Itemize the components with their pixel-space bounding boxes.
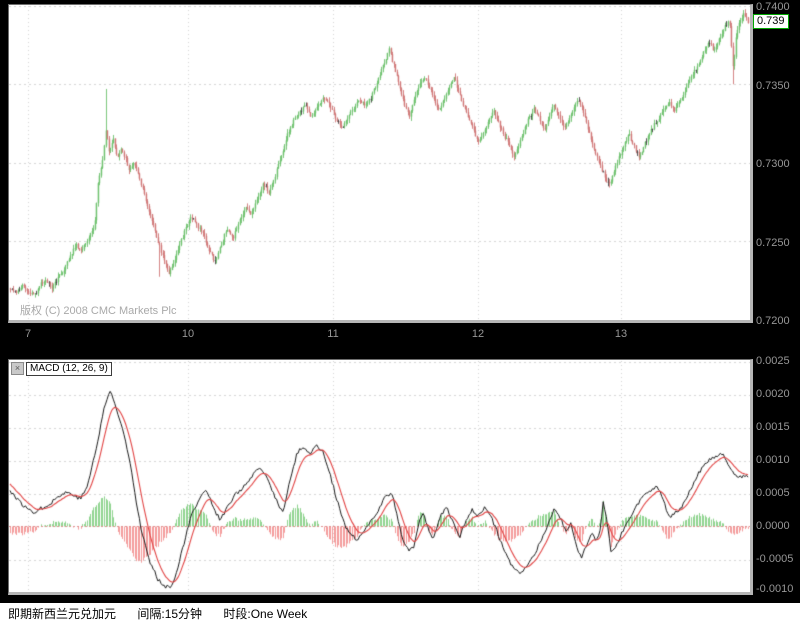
status-bar: 即期新西兰元兑加元 间隔:15分钟 时段:One Week [0, 603, 800, 625]
price-y-tick: 0.7250 [756, 237, 790, 249]
price-chart-panel[interactable]: 版权 (C) 2008 CMC Markets Plc [8, 4, 753, 323]
interval-label: 间隔:15分钟 [137, 607, 203, 621]
macd-y-tick: 0.0010 [756, 454, 790, 466]
price-y-tick: 0.7300 [756, 158, 790, 170]
copyright-watermark: 版权 (C) 2008 CMC Markets Plc [20, 305, 177, 317]
macd-y-tick: 0.0025 [756, 355, 790, 367]
macd-y-tick: 0.0015 [756, 421, 790, 433]
price-candlestick-canvas[interactable] [9, 5, 750, 320]
close-icon[interactable]: × [11, 362, 24, 375]
price-y-tick: 0.7200 [756, 315, 790, 327]
price-y-tick: 0.7350 [756, 80, 790, 92]
macd-indicator-label: MACD (12, 26, 9) [26, 362, 112, 376]
period-label: 时段:One Week [223, 607, 308, 621]
macd-panel[interactable]: × MACD (12, 26, 9) [8, 359, 753, 595]
macd-y-tick: -0.0005 [756, 553, 794, 565]
price-x-tick: 7 [24, 328, 32, 340]
macd-y-tick: 0.0020 [756, 388, 790, 400]
price-x-tick: 10 [181, 328, 195, 340]
price-x-tick: 13 [614, 328, 628, 340]
price-y-tick: 0.7400 [756, 1, 790, 13]
macd-y-tick: -0.0010 [756, 583, 794, 595]
macd-y-tick: 0.0005 [756, 487, 790, 499]
macd-canvas[interactable] [9, 360, 750, 592]
price-x-tick: 12 [471, 328, 485, 340]
price-x-tick: 11 [327, 328, 339, 340]
last-price-badge: 0.739 [753, 14, 789, 29]
instrument-name: 即期新西兰元兑加元 [8, 607, 117, 621]
macd-header: × MACD (12, 26, 9) [11, 362, 112, 376]
macd-y-tick: 0.0000 [756, 520, 790, 532]
